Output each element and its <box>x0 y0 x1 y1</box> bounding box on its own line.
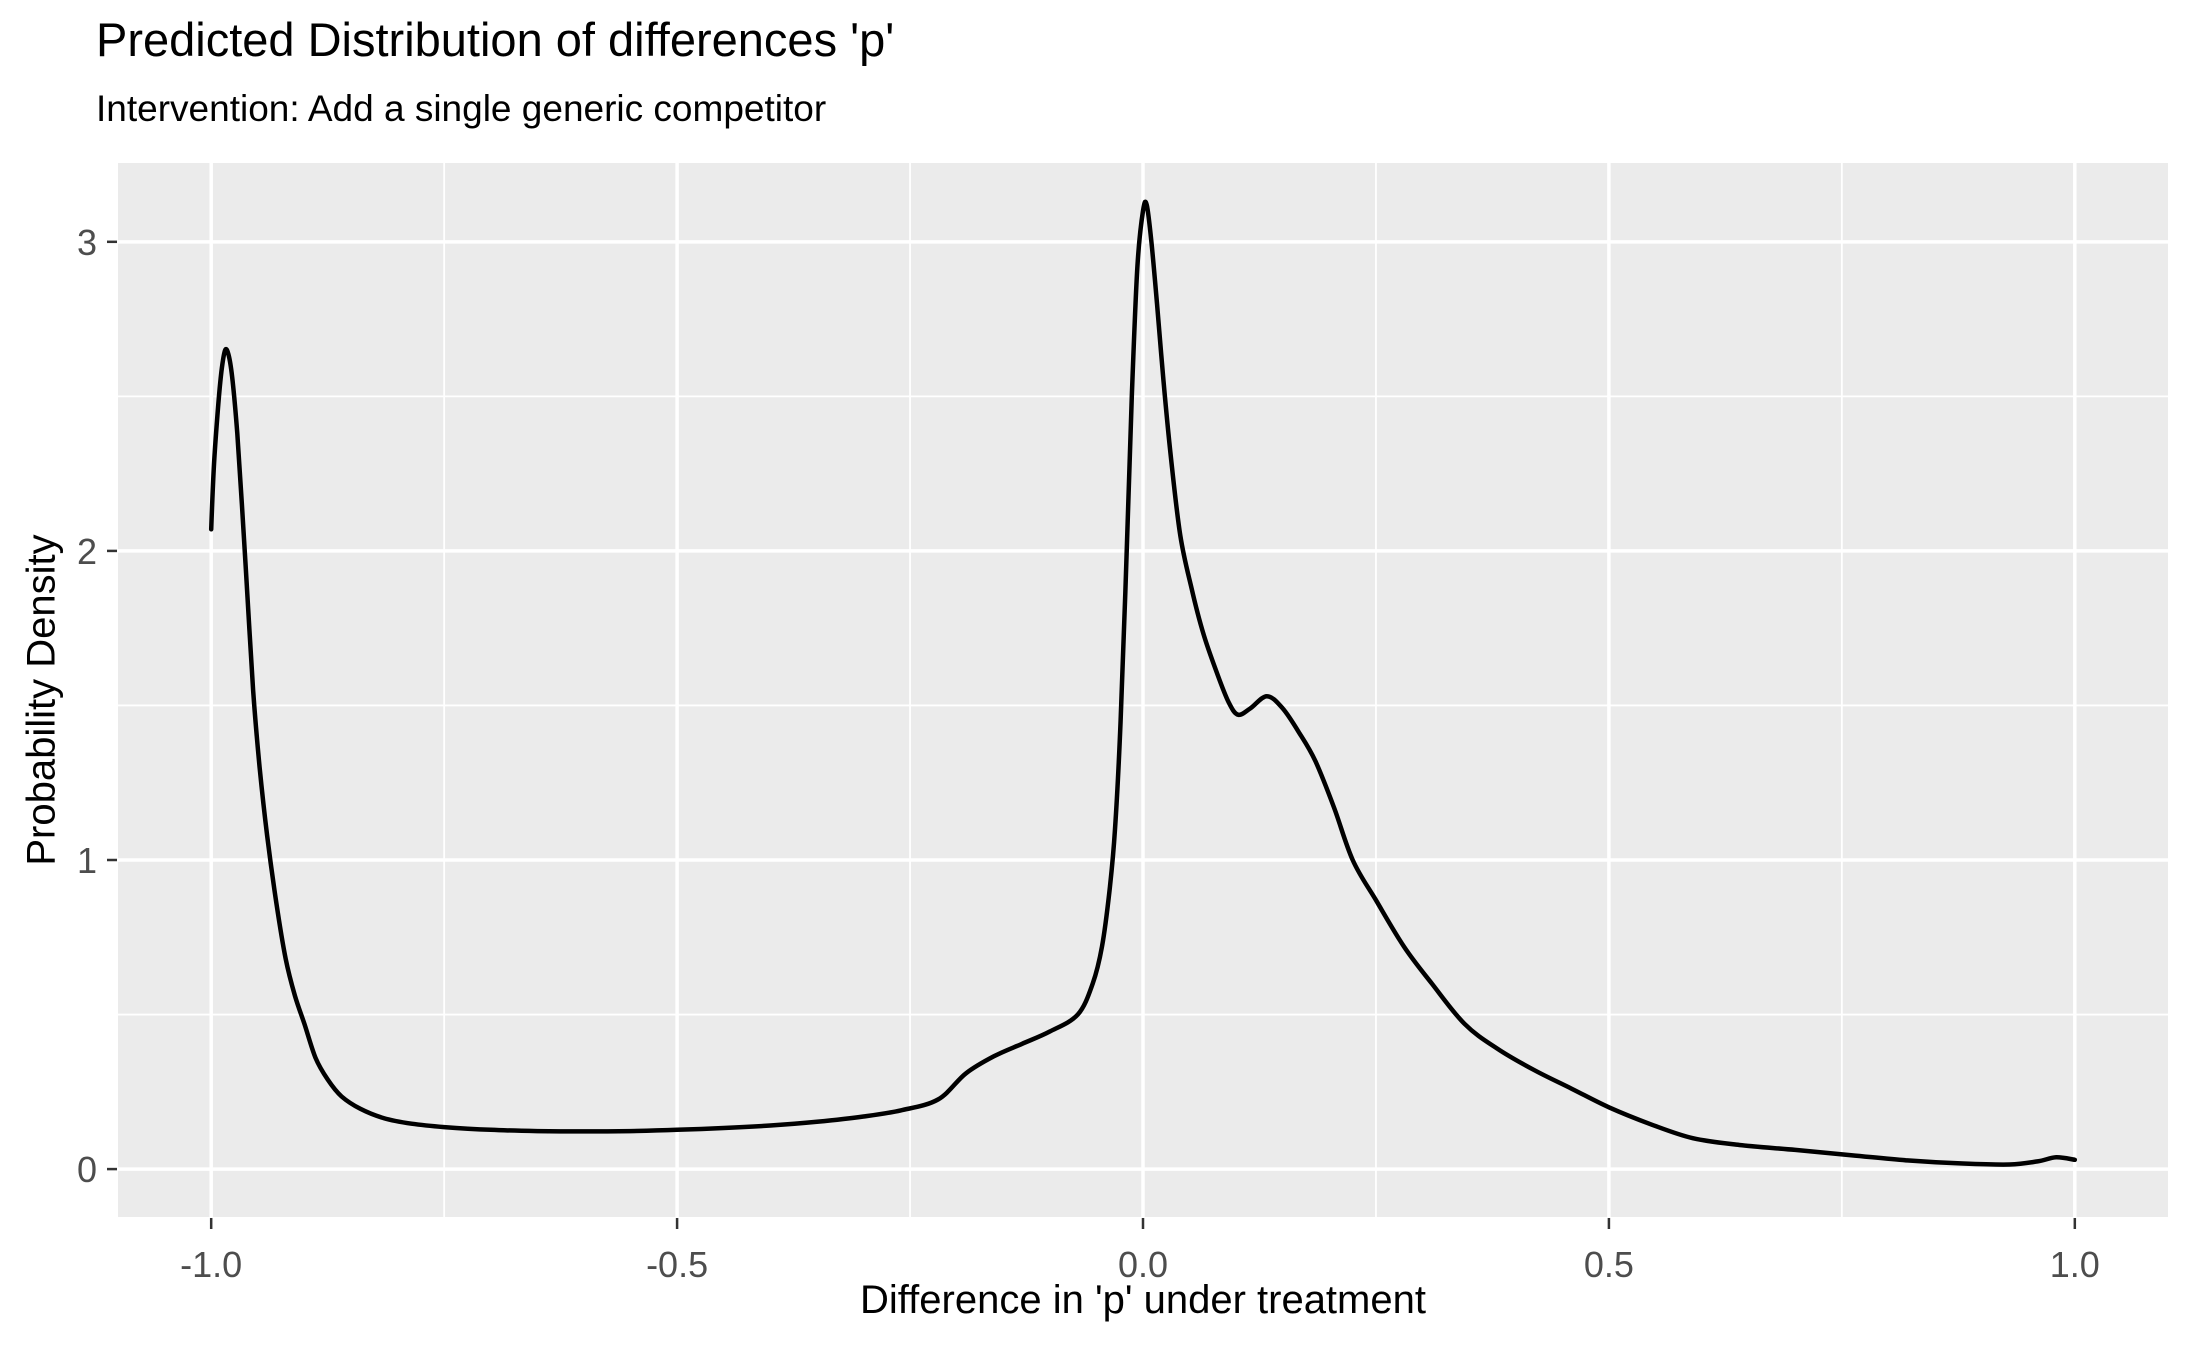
y-tick-label: 3 <box>77 222 97 263</box>
x-tick-label: 0.0 <box>1118 1244 1168 1285</box>
x-tick-label: 0.5 <box>1584 1244 1634 1285</box>
plot-title: Predicted Distribution of differences 'p… <box>96 13 895 66</box>
x-tick-label: 1.0 <box>2050 1244 2100 1285</box>
x-axis-title: Difference in 'p' under treatment <box>860 1278 1426 1322</box>
y-tick-label: 1 <box>77 840 97 881</box>
plot-subtitle: Intervention: Add a single generic compe… <box>96 88 827 129</box>
x-tick-label: -0.5 <box>646 1244 708 1285</box>
y-tick-label: 2 <box>77 531 97 572</box>
x-tick-label: -1.0 <box>180 1244 242 1285</box>
y-axis-title: Probability Density <box>19 534 64 866</box>
density-curve <box>208 199 2078 1167</box>
y-tick-label: 0 <box>77 1149 97 1190</box>
